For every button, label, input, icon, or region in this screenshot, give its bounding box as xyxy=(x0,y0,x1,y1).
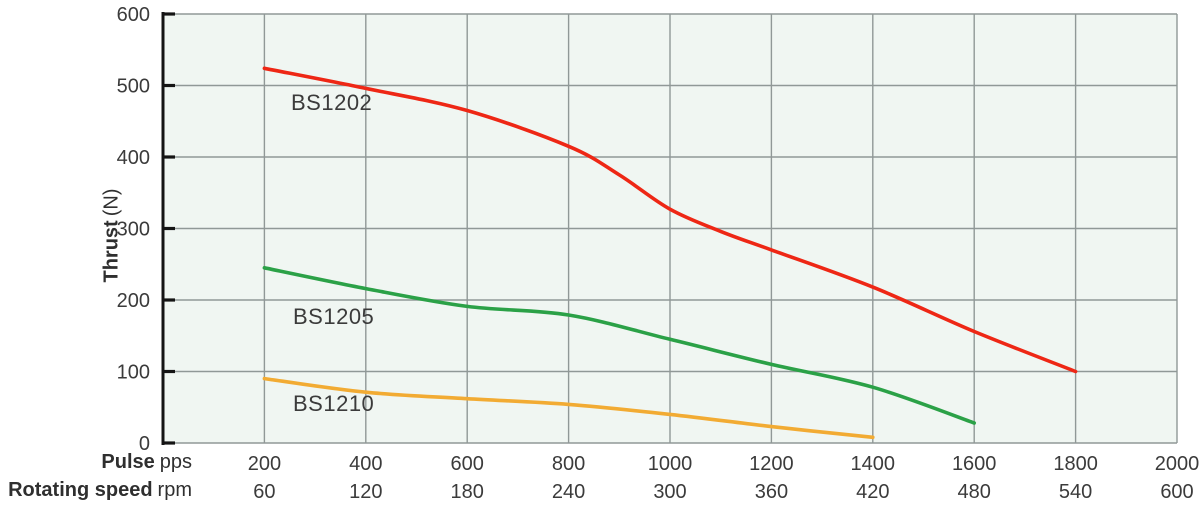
series-label-bs1210: BS1210 xyxy=(293,391,375,416)
x-axis-row1-title: Pulse pps xyxy=(0,451,192,474)
x-tick-label-rpm: 540 xyxy=(1059,481,1092,503)
x-tick-label-pulse: 1000 xyxy=(648,453,693,475)
x-tick-label-pulse: 1200 xyxy=(749,453,794,475)
x-tick-label-rpm: 360 xyxy=(755,481,788,503)
y-tick-label: 600 xyxy=(117,4,150,26)
x-tick-label-rpm: 480 xyxy=(958,481,991,503)
x-tick-label-rpm: 600 xyxy=(1160,481,1193,503)
series-label-bs1202: BS1202 xyxy=(291,90,373,115)
x-tick-label-pulse: 1800 xyxy=(1053,453,1098,475)
x-tick-label-rpm: 120 xyxy=(349,481,382,503)
x-tick-label-pulse: 400 xyxy=(349,453,382,475)
y-tick-label: 100 xyxy=(117,362,150,384)
x-tick-label-pulse: 1600 xyxy=(952,453,997,475)
x-axis-row2-title: Rotating speed rpm xyxy=(0,479,192,502)
x-tick-label-pulse: 800 xyxy=(552,453,585,475)
x-tick-label-rpm: 300 xyxy=(653,481,686,503)
x-tick-label-pulse: 2000 xyxy=(1155,453,1200,475)
x-tick-label-rpm: 240 xyxy=(552,481,585,503)
series-line-bs1205 xyxy=(262,266,976,425)
y-tick-label: 200 xyxy=(117,290,150,312)
y-tick-label: 300 xyxy=(117,219,150,241)
y-tick-label: 500 xyxy=(117,76,150,98)
y-tick-label: 0 xyxy=(139,433,150,455)
x-tick-label-rpm: 420 xyxy=(856,481,889,503)
y-tick-label: 400 xyxy=(117,147,150,169)
series-label-bs1205: BS1205 xyxy=(293,304,375,329)
x-tick-label-pulse: 1400 xyxy=(851,453,896,475)
y-axis-unit: (N) xyxy=(100,188,123,217)
pulse-label: Pulse xyxy=(101,451,155,473)
rotating-speed-unit: rpm xyxy=(157,479,192,501)
series-line-bs1202 xyxy=(262,66,1078,374)
series-line-bs1210 xyxy=(262,376,875,440)
pulse-unit: pps xyxy=(159,451,192,473)
rotating-speed-label: Rotating speed xyxy=(8,479,153,501)
x-tick-label-rpm: 180 xyxy=(451,481,484,503)
x-tick-label-pulse: 600 xyxy=(451,453,484,475)
x-tick-label-rpm: 60 xyxy=(253,481,275,503)
y-axis-title: Thrust (N) xyxy=(101,136,124,336)
x-tick-label-pulse: 200 xyxy=(248,453,281,475)
y-axis-title-text: Thrust xyxy=(100,220,123,283)
